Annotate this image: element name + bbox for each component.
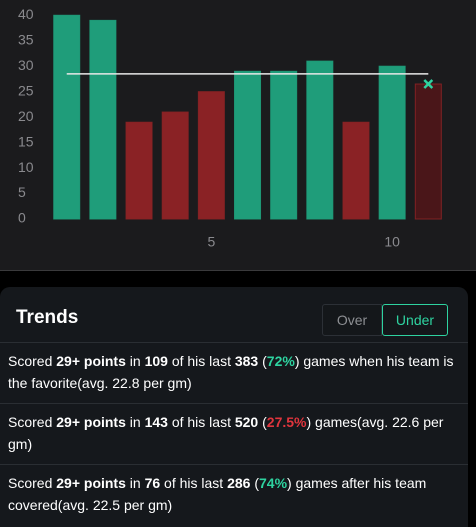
marker [423,79,434,89]
trend-text: ) games after his team covered(avg. 22.5… [8,475,427,513]
y-tick-label: 0 [18,210,26,226]
bar [161,111,189,220]
trend-text: 29+ points [56,414,126,430]
trend-text: 143 [144,414,168,430]
y-tick-label: 30 [18,57,34,73]
trend-text: 74% [259,475,288,491]
tab[interactable]: Over [322,304,382,336]
bar [306,60,334,220]
trend-text: Scored [8,475,57,491]
trend-text: ( [258,414,267,430]
trend-text: 29+ points [56,475,126,491]
trend-text: in [125,475,145,491]
divider [0,270,476,271]
trend-text: Scored [8,414,57,430]
tabs: Over Under [322,304,448,336]
bar [270,70,298,220]
y-tick-label: 15 [18,133,34,149]
x-tick-label: 10 [384,234,400,250]
trend-text: 109 [144,353,168,369]
bar [342,121,370,220]
tab[interactable]: Under [382,304,448,336]
trend-text: of his last [167,414,235,430]
trend-item: Scored 29+ points in 109 of his last 383… [0,342,468,403]
trend-text: in [125,353,145,369]
trend-text: 29+ points [56,353,126,369]
y-tick-label: 10 [18,159,34,175]
trend-text: of his last [167,353,235,369]
trend-text: 76 [144,475,161,491]
trend-text: of his last [160,475,228,491]
bar [414,83,442,220]
bar [125,121,153,220]
panel-title: Trends [16,307,79,328]
bar [197,91,225,220]
bar [53,14,81,220]
trend-text: in [125,414,145,430]
trend-text: 520 [234,414,259,430]
bar [234,70,262,220]
trend-item: Scored 29+ points in 143 of his last 520… [0,403,468,464]
trend-text: 286 [227,475,251,491]
trend-text: Scored [8,353,57,369]
x-tick-label: 5 [207,234,215,250]
trend-text: 27.5% [266,414,307,430]
y-tick-label: 25 [18,82,34,98]
trend-text: ( [258,353,267,369]
trend-list: Scored 29+ points in 109 of his last 383… [0,342,468,525]
bar [378,65,406,220]
trend-text: ) games when his team is the favorite(av… [8,353,454,391]
trend-text: 72% [266,353,295,369]
y-tick-label: 35 [18,31,34,47]
chart: 0 5 10 15 20 25 30 35 40 5 10 [0,0,476,270]
trend-item: Scored 29+ points in 76 of his last 286 … [0,464,468,525]
trends-panel: Trends Over Under Scored 29+ points in 10… [0,287,468,527]
trend-text: ( [250,475,259,491]
y-tick-label: 20 [18,108,34,124]
trend-text: ) games(avg. 22.6 per gm) [8,414,444,452]
trend-text: 383 [234,353,259,369]
y-tick-label: 40 [18,6,34,22]
y-tick-label: 5 [18,184,26,200]
bar [89,19,117,220]
